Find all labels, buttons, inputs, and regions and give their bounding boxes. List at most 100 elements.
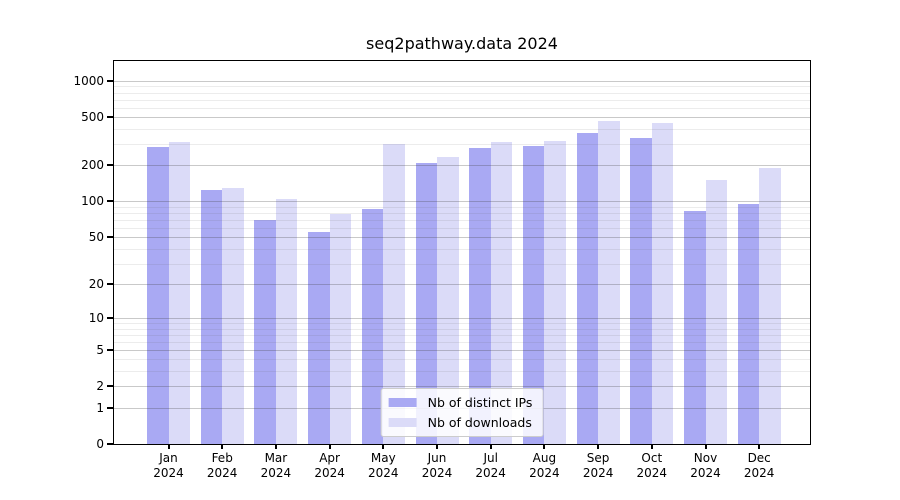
gridline-minor-700	[114, 99, 810, 101]
y-tick-500	[107, 116, 113, 119]
y-tick-20	[107, 282, 113, 285]
x-label-month: Apr	[319, 451, 340, 465]
gridline-minor-80	[114, 213, 810, 215]
x-label-year: 2024	[314, 466, 345, 480]
x-label-month: Sep	[586, 451, 610, 465]
y-tick-100	[107, 200, 113, 203]
chart-title: seq2pathway.data 2024	[366, 34, 558, 53]
chart-legend: Nb of distinct IPs Nb of downloads	[380, 388, 544, 437]
x-tick-mar	[274, 444, 277, 449]
x-tick-label-oct: Oct 2024	[620, 451, 684, 481]
x-label-month: Aug	[532, 451, 557, 465]
legend-swatch-distinct-ips	[388, 398, 417, 407]
x-label-year: 2024	[368, 466, 399, 480]
bar-aug-distinct-ips	[522, 145, 545, 444]
x-label-month: Dec	[747, 451, 771, 465]
x-tick-label-nov: Nov 2024	[674, 451, 738, 481]
x-label-month: Jan	[159, 451, 178, 465]
x-label-year: 2024	[743, 466, 775, 480]
y-tick-label-1: 1	[96, 400, 104, 415]
gridline-major-2	[114, 386, 810, 388]
bar-oct-downloads	[651, 122, 674, 444]
x-tick-label-apr: Apr 2024	[298, 451, 362, 481]
y-tick-label-1000: 1000	[73, 73, 104, 88]
x-tick-aug	[543, 444, 546, 449]
bar-jan-distinct-ips	[147, 146, 169, 444]
bar-dec-downloads	[759, 168, 781, 444]
x-tick-may	[382, 444, 385, 449]
bar-aug-downloads	[544, 140, 566, 444]
y-tick-label-5: 5	[96, 342, 104, 357]
x-label-month: Oct	[641, 451, 663, 465]
x-label-month: Nov	[693, 451, 718, 465]
x-tick-oct	[650, 444, 653, 449]
bar-apr-downloads	[329, 214, 352, 444]
x-label-year: 2024	[153, 466, 184, 480]
y-tick-0	[107, 443, 113, 445]
bar-jul-downloads	[490, 142, 513, 444]
gridline-minor-400	[114, 128, 810, 130]
gridline-minor-800	[114, 92, 810, 94]
bar-may-downloads	[383, 144, 405, 444]
gridline-minor-40	[114, 248, 810, 250]
x-label-month: Feb	[211, 451, 233, 465]
x-label-year: 2024	[690, 466, 721, 480]
gridline-major-5	[114, 349, 810, 351]
y-tick-2	[107, 385, 113, 388]
x-tick-label-sep: Sep 2024	[566, 451, 630, 481]
x-label-year: 2024	[421, 466, 453, 480]
gridline-minor-4	[114, 359, 810, 361]
gridline-minor-70	[114, 219, 810, 221]
legend-entry-distinct-ips: Nb of distinct IPs	[388, 395, 533, 410]
y-tick-label-200: 200	[81, 158, 104, 173]
bar-may-distinct-ips	[361, 209, 384, 444]
plot-area: Nb of distinct IPs Nb of downloads 0 1 2 5 1…	[73, 60, 811, 480]
legend-label-distinct-ips: Nb of distinct IPs	[427, 395, 533, 410]
gridline-minor-300	[114, 144, 810, 146]
gridline-minor-9	[114, 322, 810, 324]
x-tick-label-aug: Aug 2024	[512, 451, 576, 481]
gridline-minor-600	[114, 107, 810, 109]
gridline-major-10	[114, 317, 810, 319]
x-label-month: May	[370, 451, 396, 465]
x-tick-dec	[758, 444, 761, 449]
bar-sep-distinct-ips	[576, 133, 599, 444]
x-label-month: Jun	[427, 451, 447, 465]
gridline-minor-3	[114, 371, 810, 373]
x-tick-feb	[221, 444, 224, 449]
y-tick-10	[107, 316, 113, 319]
y-tick-1000	[107, 79, 113, 82]
legend-label-downloads: Nb of downloads	[427, 415, 532, 430]
y-tick-label-20: 20	[88, 276, 104, 291]
gridline-major-50	[114, 237, 810, 239]
bar-oct-distinct-ips	[630, 138, 652, 444]
gridline-minor-900	[114, 86, 810, 88]
x-label-year: 2024	[260, 466, 292, 480]
x-label-year: 2024	[475, 466, 506, 480]
y-tick-50	[107, 236, 113, 239]
x-label-year: 2024	[206, 466, 238, 480]
y-tick-label-2: 2	[96, 379, 104, 394]
x-tick-jul	[489, 444, 492, 449]
gridline-minor-30	[114, 263, 810, 265]
bar-jul-distinct-ips	[469, 147, 491, 444]
x-tick-label-jul: Jul 2024	[459, 451, 523, 481]
y-tick-200	[107, 164, 113, 167]
legend-swatch-downloads	[388, 418, 417, 427]
x-label-month: Mar	[264, 451, 288, 465]
x-tick-apr	[328, 444, 331, 449]
x-tick-label-feb: Feb 2024	[190, 451, 254, 481]
bar-feb-distinct-ips	[200, 190, 223, 444]
x-tick-jun	[436, 444, 438, 449]
gridline-minor-60	[114, 227, 810, 229]
x-tick-sep	[597, 444, 600, 449]
bar-jun-distinct-ips	[415, 163, 437, 444]
bar-sep-downloads	[598, 120, 620, 444]
gridline-major-1000	[114, 80, 810, 82]
y-tick-label-10: 10	[88, 310, 104, 325]
gridline-minor-7	[114, 334, 810, 336]
x-label-year: 2024	[636, 466, 668, 480]
gridline-minor-8	[114, 328, 810, 330]
x-label-month: Jul	[483, 451, 498, 465]
